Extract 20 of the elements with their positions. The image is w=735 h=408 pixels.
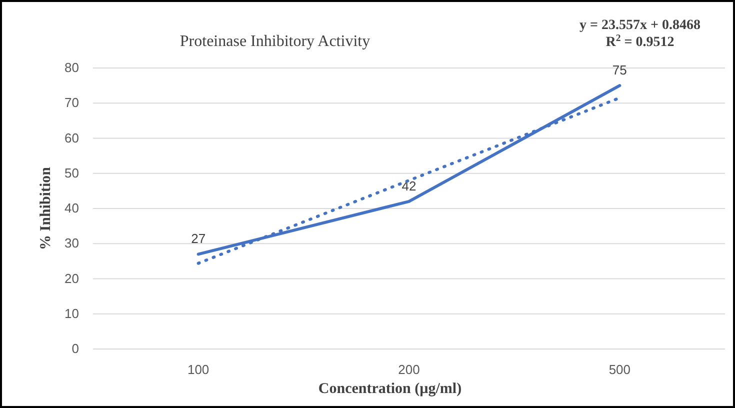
text: R$^{2}$ = 0.9512 — [606, 32, 674, 50]
y-tick-label: 60 — [64, 130, 79, 146]
data-label: 75 — [612, 62, 627, 78]
x-tick-label: 100 — [187, 362, 210, 377]
x-axis-title: Concentration (µg/ml) — [318, 381, 462, 397]
y-tick-label: 0 — [72, 341, 79, 356]
x-tick-label: 500 — [608, 362, 631, 377]
y-tick-label: 70 — [64, 95, 79, 110]
y-axis-title: % Inhibition — [38, 166, 54, 250]
data-label: 42 — [402, 178, 416, 194]
text: y = 23.557x + 0.8468 — [580, 18, 700, 33]
y-tick-label: 50 — [64, 165, 79, 180]
data-label: 27 — [191, 231, 206, 246]
chart-title: Proteinase Inhibitory Activity — [180, 33, 370, 50]
x-tick-label: 200 — [398, 362, 420, 377]
y-tick-label: 30 — [64, 236, 79, 251]
y-tick-label: 10 — [64, 306, 79, 321]
y-tick-label: 20 — [64, 270, 79, 286]
y-tick-label: 40 — [64, 200, 79, 216]
y-tick-label: 80 — [64, 60, 79, 75]
